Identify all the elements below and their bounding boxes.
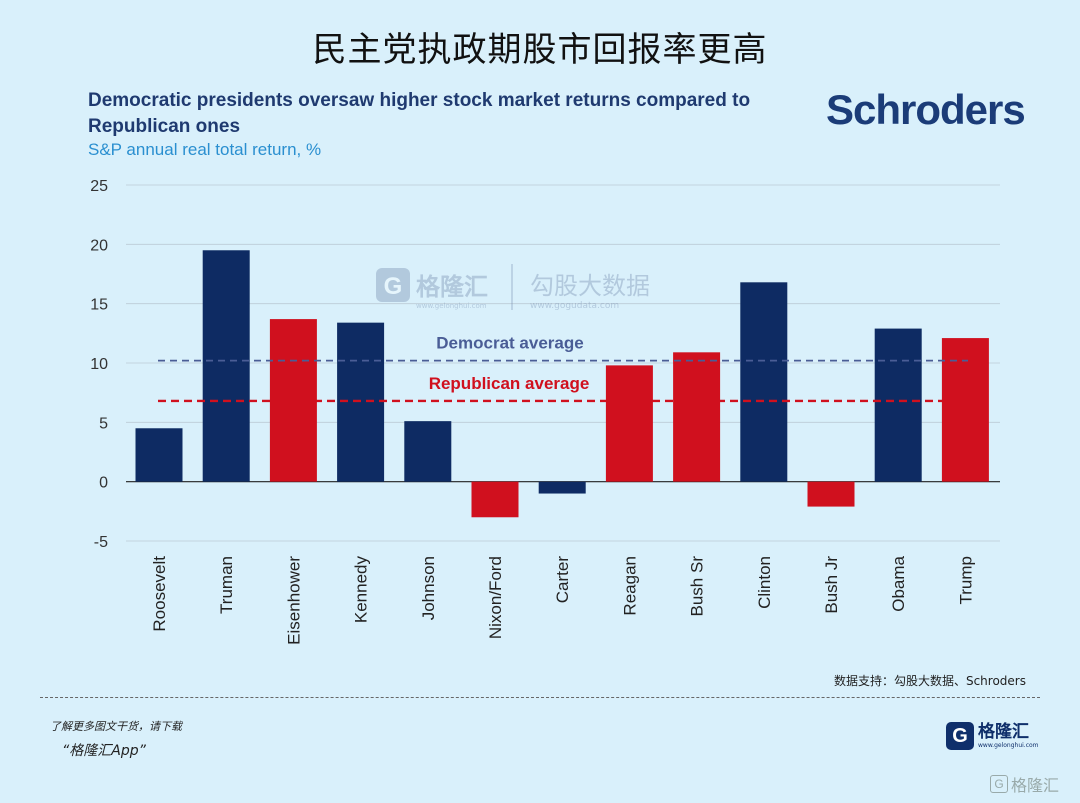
watermark-logo-icon <box>376 268 410 302</box>
y-tick-label: 25 <box>90 178 108 195</box>
republican-average-label: Republican average <box>429 374 590 393</box>
y-tick-label: -5 <box>94 534 108 551</box>
x-tick-label: Johnson <box>419 556 438 620</box>
page-title: 民主党执政期股市回报率更高 <box>312 30 768 70</box>
y-axis-labels: -5 0 5 10 15 20 25 <box>90 178 108 551</box>
bar-chart: G 格隆汇 www.gelonghui.com 勾股大数据 www.goguda… <box>90 178 1000 645</box>
bar-carter <box>538 481 586 494</box>
x-tick-label: Obama <box>889 555 908 611</box>
x-tick-label: Eisenhower <box>284 556 303 645</box>
chart-title: Democratic presidents oversaw higher sto… <box>88 90 751 137</box>
bar-trump <box>941 338 989 482</box>
gelonghui-logo-url: www.gelonghui.com <box>978 741 1039 749</box>
footer-divider <box>40 697 1040 698</box>
y-tick-label: 0 <box>99 475 108 492</box>
x-tick-label: Bush Sr <box>688 556 707 617</box>
democrat-average-label: Democrat average <box>436 334 583 353</box>
watermark: G 格隆汇 www.gelonghui.com 勾股大数据 www.goguda… <box>376 264 650 311</box>
x-tick-label: Clinton <box>755 556 774 609</box>
bar-bush-sr <box>673 352 721 482</box>
watermark-logo-url: www.gelonghui.com <box>416 302 487 310</box>
watermark-partner-text: 勾股大数据 <box>530 272 650 300</box>
y-tick-label: 5 <box>99 415 108 432</box>
schroders-logo: Schroders <box>826 86 1026 133</box>
x-tick-label: Trump <box>956 556 975 605</box>
x-tick-label: Kennedy <box>352 556 371 624</box>
reference-lines: Democrat average Republican average <box>158 334 968 403</box>
y-tick-label: 20 <box>90 237 108 254</box>
chart-subtitle: S&P annual real total return, % <box>88 140 322 159</box>
x-tick-label: Roosevelt <box>150 556 169 632</box>
bar-roosevelt <box>135 428 183 482</box>
gelonghui-logo: G 格隆汇 www.gelonghui.com <box>946 720 1039 752</box>
bar-bush-jr <box>807 481 855 507</box>
x-tick-label: Carter <box>553 556 572 604</box>
x-tick-label: Reagan <box>620 556 639 616</box>
corner-watermark: G 格隆汇 <box>990 772 1059 796</box>
footer-tip: 了解更多图文干货，请下载 <box>50 720 182 733</box>
x-tick-label: Bush Jr <box>822 556 841 614</box>
x-tick-label: Truman <box>217 556 236 614</box>
x-tick-label: Nixon/Ford <box>486 556 505 639</box>
bar-johnson <box>404 421 452 482</box>
bar-truman <box>202 250 250 482</box>
watermark-logo-text: 格隆汇 <box>416 273 488 301</box>
bar-nixon-ford <box>471 481 519 518</box>
bar-clinton <box>740 282 788 482</box>
footer-app-name: “格隆汇App” <box>62 743 146 759</box>
y-tick-label: 10 <box>90 356 108 373</box>
x-axis-labels: Roosevelt Truman Eisenhower Kennedy Johnson N… <box>150 555 975 644</box>
bar-reagan <box>605 365 653 482</box>
bars <box>135 250 989 518</box>
corner-watermark-text: 格隆汇 <box>1011 776 1060 795</box>
source-note: 数据支持：勾股大数据、Schroders <box>833 674 1026 688</box>
gelonghui-logo-icon: G <box>946 722 974 750</box>
watermark-logo-icon-letter: G <box>384 273 403 300</box>
y-tick-label: 15 <box>90 297 108 314</box>
watermark-partner-url: www.gogudata.com <box>530 301 619 311</box>
bar-obama <box>874 328 922 482</box>
corner-watermark-icon: G <box>990 775 1008 793</box>
gelonghui-logo-text: 格隆汇 <box>978 721 1029 742</box>
